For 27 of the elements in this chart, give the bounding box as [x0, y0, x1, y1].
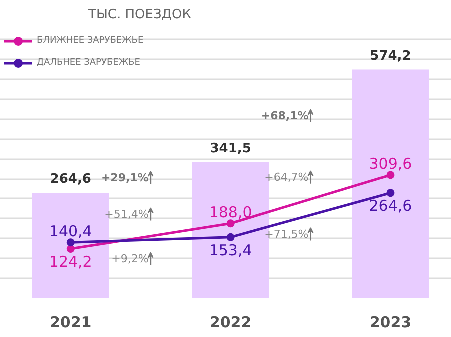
data-label: 341,5	[210, 141, 252, 156]
x-tick-label: 2023	[370, 314, 412, 332]
point	[66, 238, 75, 247]
point	[386, 171, 395, 180]
annotation: +64,7%	[264, 171, 309, 184]
annotation: +29,1%	[101, 171, 149, 184]
data-label: 309,6	[369, 155, 412, 174]
point	[386, 189, 395, 198]
legend-label: ДАЛЬНЕЕ ЗАРУБЕЖЬЕ	[37, 58, 140, 68]
chart-title: ТЫС. ПОЕЗДОК	[88, 8, 192, 22]
data-label: 264,6	[50, 172, 92, 188]
x-tick-label: 2021	[50, 314, 92, 332]
annotation: +51,4%	[104, 208, 149, 221]
data-label: 153,4	[209, 241, 252, 260]
point	[66, 245, 75, 254]
point	[226, 233, 235, 242]
annotation: +9,2%	[112, 252, 149, 266]
legend-label: БЛИЖНЕЕ ЗАРУБЕЖЬЕ	[37, 36, 144, 46]
data-label: 124,2	[49, 253, 92, 272]
data-label: 188,0	[209, 204, 252, 222]
annotation: +71,5%	[264, 228, 309, 241]
data-label: 264,6	[369, 197, 412, 216]
data-label: 574,2	[370, 48, 412, 64]
annotation: +68,1%	[261, 110, 309, 123]
data-label: 140,4	[49, 222, 92, 241]
point	[226, 220, 235, 228]
x-tick-label: 2022	[210, 314, 252, 332]
